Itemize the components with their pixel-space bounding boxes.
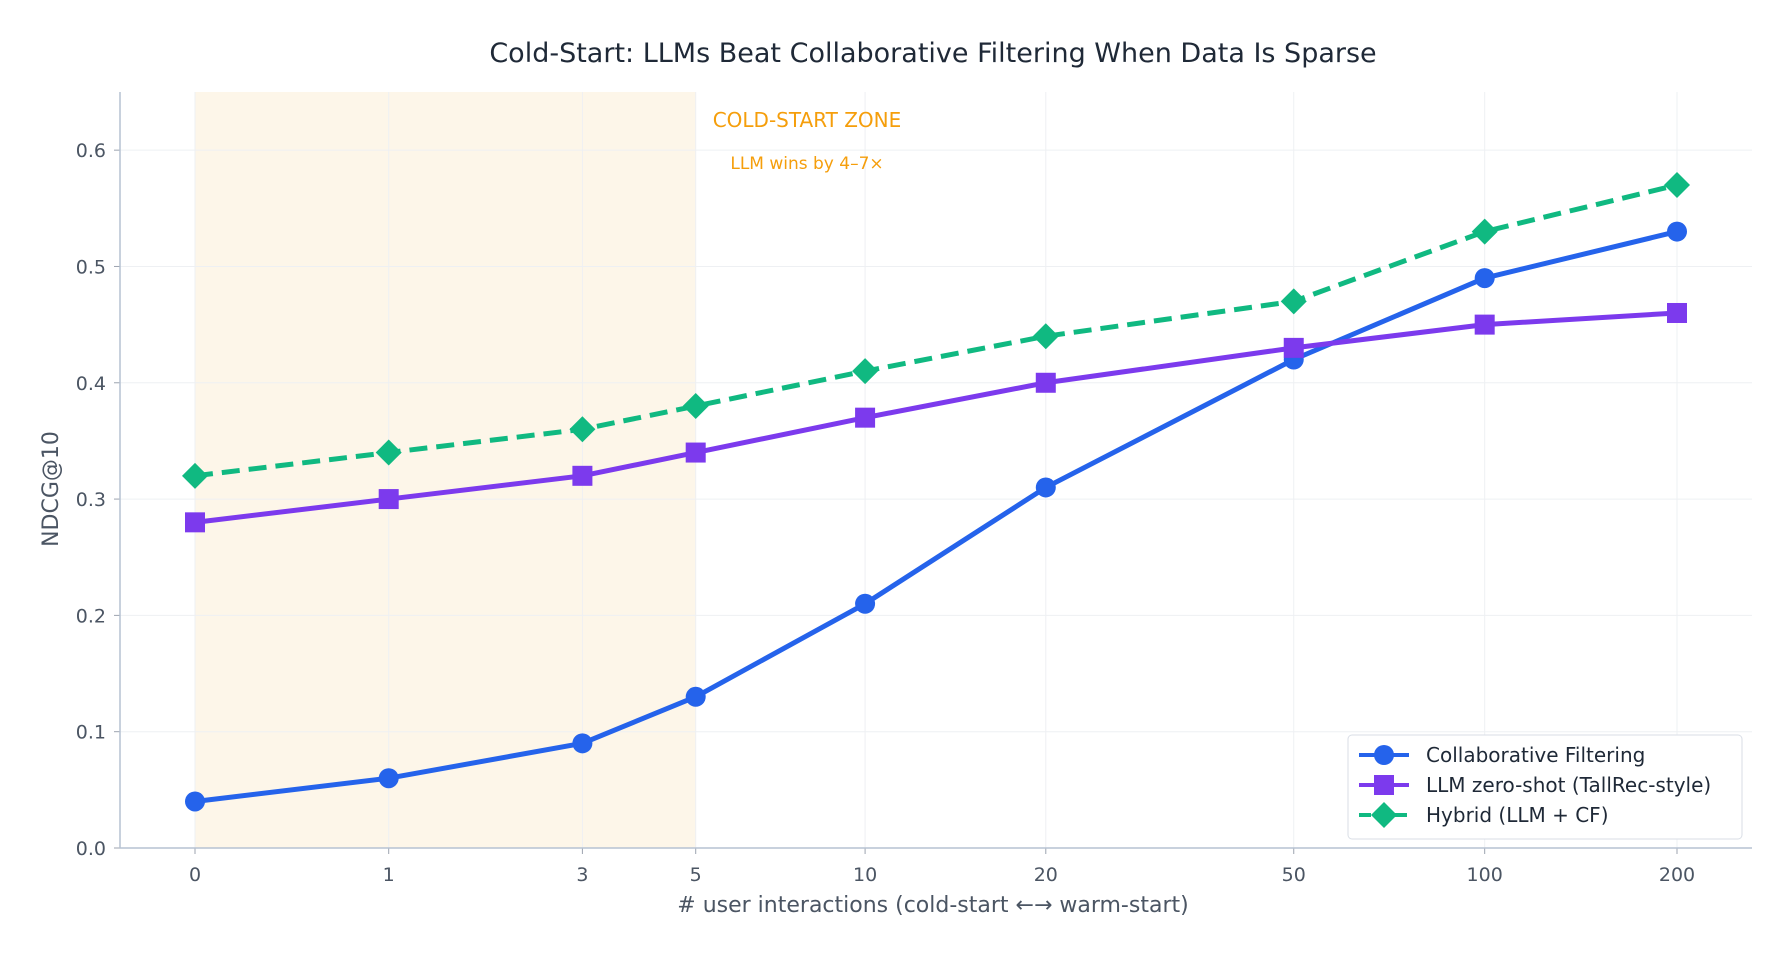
x-tick-label: 5 xyxy=(690,864,702,886)
x-axis-label: # user interactions (cold-start ←→ warm-… xyxy=(677,893,1188,918)
data-point xyxy=(572,733,593,754)
x-tick-label: 10 xyxy=(853,864,877,886)
data-point xyxy=(685,686,706,707)
cold-start-zone-sublabel: LLM wins by 4–7× xyxy=(730,154,883,174)
data-point xyxy=(855,593,876,614)
y-tick-label: 0.6 xyxy=(76,140,106,162)
data-point xyxy=(1667,302,1687,323)
legend-item: Collaborative Filtering xyxy=(1359,743,1645,767)
data-point xyxy=(572,465,593,486)
x-tick-label: 20 xyxy=(1034,864,1058,886)
data-point xyxy=(1471,218,1498,245)
data-point xyxy=(1474,314,1495,335)
axes: 0.0 0.1 0.2 0.3 0.4 0.5 0.6 0 1 3 5 10 20 50 100 200 xyxy=(76,92,1752,886)
legend-item: Hybrid (LLM + CF) xyxy=(1359,802,1609,828)
data-point xyxy=(182,462,208,489)
data-point xyxy=(1283,337,1304,358)
y-tick-label: 0.1 xyxy=(76,722,106,744)
data-point xyxy=(1664,172,1690,199)
data-point xyxy=(185,512,205,533)
data-point xyxy=(1474,268,1495,289)
legend-box xyxy=(1347,734,1743,840)
data-point xyxy=(378,768,399,789)
data-point xyxy=(569,416,596,443)
data-point xyxy=(185,791,205,812)
x-tick-label: 0 xyxy=(189,864,201,886)
data-point xyxy=(855,407,876,428)
chart-title: Cold-Start: LLMs Beat Collaborative Filt… xyxy=(489,38,1376,69)
data-point xyxy=(1280,288,1307,315)
x-tick-label: 3 xyxy=(576,864,588,886)
y-tick-label: 0.4 xyxy=(76,373,106,395)
y-tick-label: 0.5 xyxy=(76,256,106,278)
data-point xyxy=(685,442,706,463)
data-point xyxy=(375,439,402,466)
x-tick-label: 1 xyxy=(383,864,395,886)
y-tick-label: 0.2 xyxy=(76,605,106,627)
legend-item: LLM zero-shot (TallRec-style) xyxy=(1359,773,1711,797)
legend-marker xyxy=(1374,745,1394,765)
legend-marker xyxy=(1374,775,1394,795)
legend-label: LLM zero-shot (TallRec-style) xyxy=(1426,773,1711,797)
series-layer xyxy=(182,172,1690,812)
y-axis-label: NDCG@10 xyxy=(39,431,64,547)
legend-label: Collaborative Filtering xyxy=(1426,743,1645,767)
data-point xyxy=(1667,221,1687,242)
cold-start-zone-label: COLD-START ZONE xyxy=(713,108,902,132)
series-3 xyxy=(182,172,1690,489)
data-point xyxy=(378,489,399,510)
legend-label: Hybrid (LLM + CF) xyxy=(1426,803,1609,827)
data-point xyxy=(1032,323,1059,350)
data-point xyxy=(1035,372,1056,393)
legend-marker xyxy=(1371,802,1397,828)
data-point xyxy=(852,358,879,385)
x-tick-label: 100 xyxy=(1467,864,1503,886)
data-point xyxy=(1035,477,1056,498)
y-tick-label: 0.0 xyxy=(76,838,106,860)
x-tick-label: 50 xyxy=(1282,864,1306,886)
legend: Collaborative Filtering LLM zero-shot (Ta… xyxy=(1347,734,1743,840)
data-point xyxy=(682,393,709,420)
series-1 xyxy=(185,221,1687,812)
y-tick-label: 0.3 xyxy=(76,489,106,511)
x-tick-label: 200 xyxy=(1659,864,1695,886)
series-2 xyxy=(185,302,1687,533)
